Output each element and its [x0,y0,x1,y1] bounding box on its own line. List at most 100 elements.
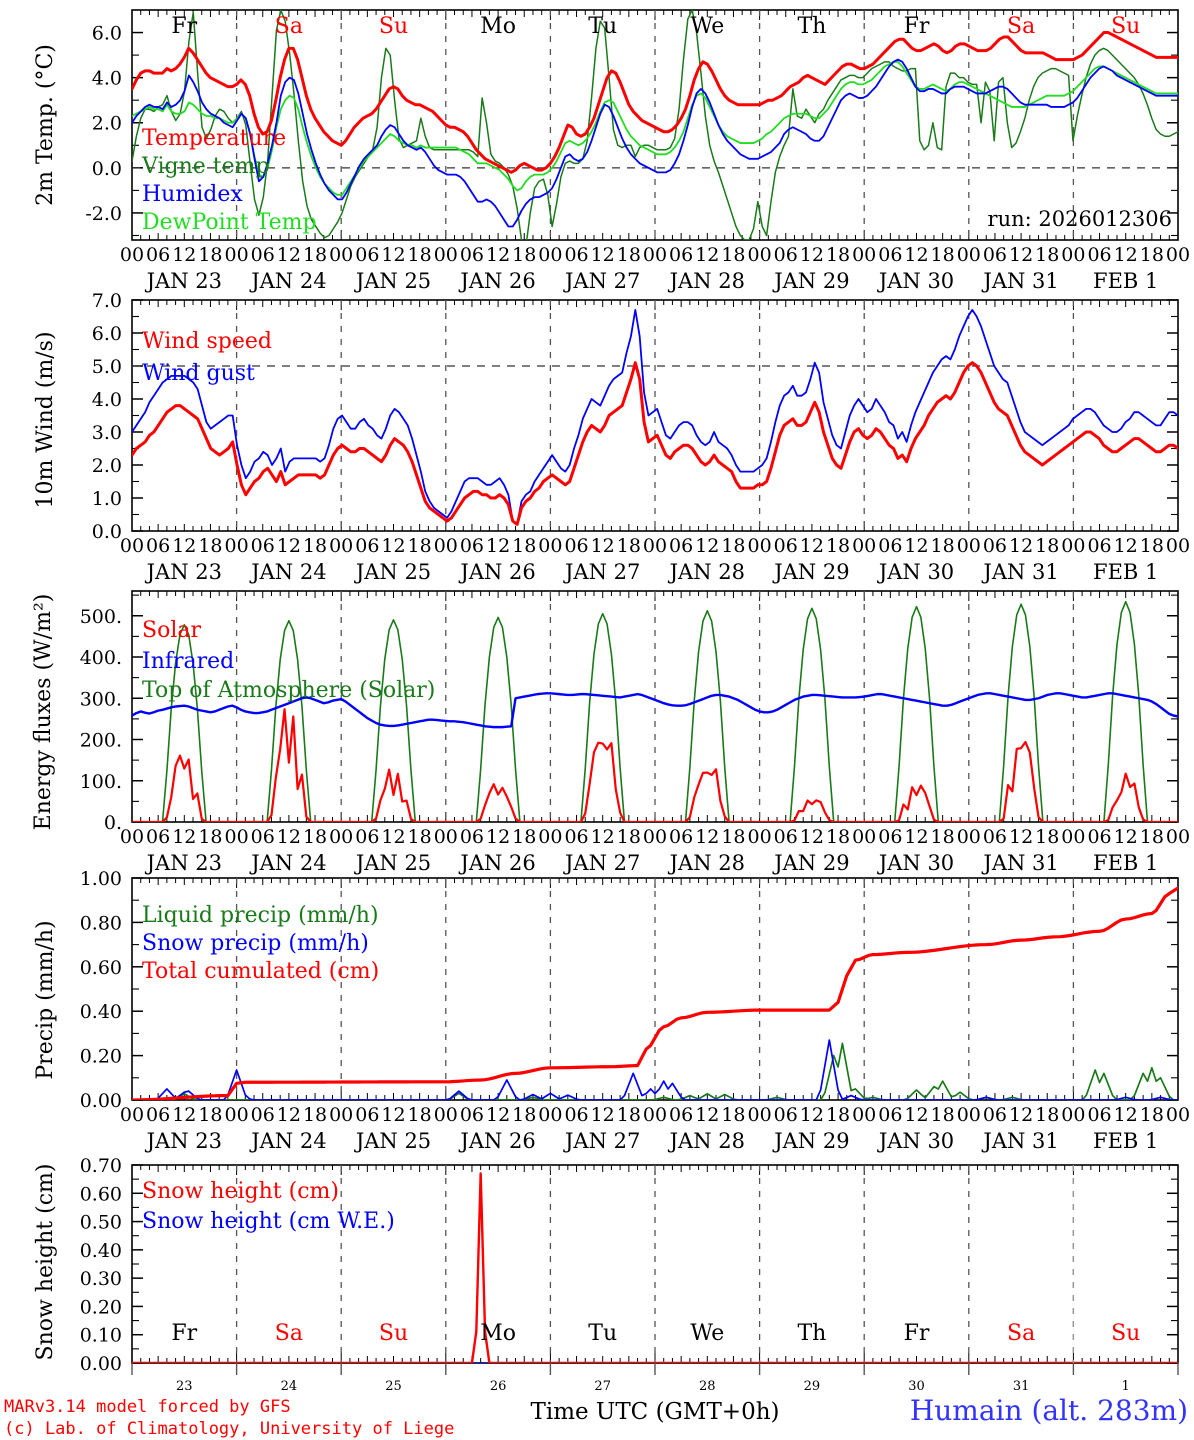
chart-text: 06 [460,535,484,557]
chart-text: 12 [486,535,510,557]
chart-text: 18 [303,244,327,266]
chart-text: 00 [434,244,458,266]
chart-text: 00 [434,826,458,848]
day-label-th-6: Th [797,1321,826,1346]
chart-text: 06 [983,535,1007,557]
chart-text: 00 [957,244,981,266]
chart-text: 18 [1035,535,1059,557]
chart-text: 0.30 [80,1268,122,1290]
chart-text: 18 [617,826,641,848]
snow-ylabel: Snow height (cm) [33,1164,58,1361]
chart-text: 06 [1087,826,1111,848]
chart-text: JAN 26 [458,1129,535,1153]
chart-text: JAN 23 [145,269,222,293]
chart-text: 06 [669,1104,693,1126]
chart-text: 06 [983,1104,1007,1126]
energy-date-labels: JAN 23 JAN 24 JAN 25 JAN 26 JAN 27 JAN 28 JAN … [145,851,1159,875]
chart-text: 18 [826,244,850,266]
chart-text: FEB 1 [1093,269,1158,293]
chart-text: 0.50 [80,1212,122,1234]
chart-text: JAN 25 [354,560,431,584]
chart-text: 18 [303,826,327,848]
legend-snow-height: Snow height (cm) [142,1179,339,1204]
chart-text: 18 [408,535,432,557]
chart-text: 12 [172,1104,196,1126]
chart-text: 18 [512,244,536,266]
chart-text: 18 [721,535,745,557]
chart-text: 12 [1114,535,1138,557]
chart-text: 12 [1114,244,1138,266]
chart-text: JAN 24 [249,560,326,584]
chart-text: JAN 30 [877,560,954,584]
chart-text: 00 [1061,826,1085,848]
day-label-su-9: Su [1111,14,1140,39]
chart-text: 12 [486,244,510,266]
chart-text: 12 [381,244,405,266]
precip-hour-labels: 00 06 12 18 00 06 12 18 00 06 12 18 00 06 12 18 00 06 12 18… [120,1104,1190,1126]
energy-ylabel: Energy fluxes (W/m²) [31,594,56,831]
wind-date-labels: JAN 23 JAN 24 JAN 25 JAN 26 JAN 27 JAN 28 JAN … [145,560,1159,584]
chart-text: 00 [643,1104,667,1126]
chart-text: 12 [591,535,615,557]
legend-snow-precip: Snow precip (mm/h) [142,931,369,956]
day-label-tu-4: Tu [588,1321,617,1346]
chart-text: 00 [120,1104,144,1126]
precip-plot-area [131,877,1179,1101]
chart-text: 12 [695,826,719,848]
chart-text: JAN 23 [145,1129,222,1153]
chart-text: JAN 30 [877,1129,954,1153]
chart-text: 00 [957,826,981,848]
chart-text: 00 [538,826,562,848]
chart-text: 12 [591,244,615,266]
chart-text: JAN 25 [354,851,431,875]
chart-text: 06 [669,244,693,266]
chart-text: 25 [385,1379,402,1394]
chart-text: 00 [120,826,144,848]
chart-text: 00 [225,826,249,848]
chart-text: JAN 29 [772,1129,849,1153]
chart-text: 0. [104,812,122,834]
chart-text: 0.10 [80,1325,122,1347]
chart-text: 18 [198,826,222,848]
chart-text: 12 [172,244,196,266]
chart-text: 18 [931,826,955,848]
series-infrared [132,692,1178,729]
chart-text: 1.0 [92,488,122,510]
chart-text: 12 [486,1104,510,1126]
chart-text: 00 [329,244,353,266]
chart-text: 100. [80,771,122,793]
chart-text: 00 [957,1104,981,1126]
chart-text: 12 [591,826,615,848]
chart-text: JAN 24 [249,269,326,293]
energy-hour-labels: 00 06 12 18 00 06 12 18 00 06 12 18 00 06 12 18 00 06 12 18… [120,826,1190,848]
chart-text: 5.0 [92,356,122,378]
day-label-fr-0: Fr [171,1321,197,1346]
temperature-ytick-labels: -2.0 0.0 2.0 4.0 6.0 [85,23,122,225]
chart-text: 12 [800,1104,824,1126]
day-label-fr-7: Fr [904,14,930,39]
chart-text: 18 [1035,826,1059,848]
chart-text: 27 [594,1379,611,1394]
chart-text: 00 [957,535,981,557]
chart-text: 18 [1035,244,1059,266]
chart-text: 12 [1009,1104,1033,1126]
legend-top-of-atmosphere: Top of Atmosphere (Solar) [142,678,435,703]
chart-text: JAN 27 [563,851,640,875]
energy-legend: Solar Infrared Top of Atmosphere (Solar) [142,618,435,703]
chart-text: 00 [538,244,562,266]
chart-text: 500. [80,606,122,628]
panel-precip: Precip (mm/h) 0.00 0.20 0.40 0.60 0.80 1.00 0… [33,868,1190,1153]
chart-text: 06 [251,826,275,848]
day-label-sa-8: Sa [1007,14,1035,39]
chart-text: 4.0 [92,68,122,90]
chart-text: 18 [512,1104,536,1126]
chart-text: 00 [643,535,667,557]
chart-text: FEB 1 [1093,851,1158,875]
temperature-ylabel: 2m Temp. (°C) [33,44,58,206]
chart-text: 12 [277,535,301,557]
chart-text: 00 [643,244,667,266]
chart-text: 18 [1140,535,1164,557]
chart-text: 18 [1140,1104,1164,1126]
chart-text: 00 [852,1104,876,1126]
wind-legend: Wind speed Wind gust [142,329,272,386]
